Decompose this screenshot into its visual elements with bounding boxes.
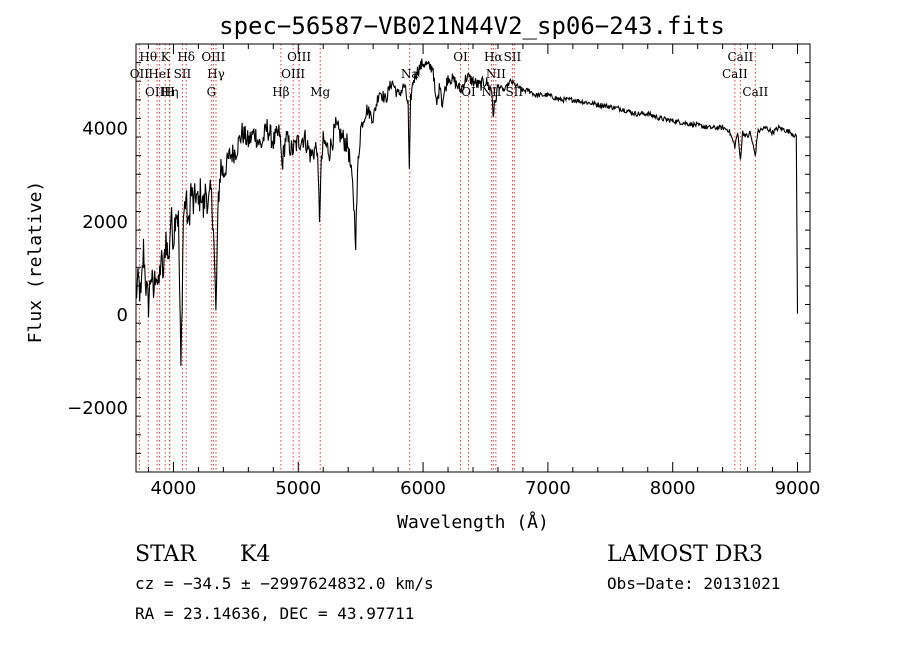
chart-title: spec−56587−VB021N44V2_sp06−243.fits bbox=[219, 12, 725, 40]
emission-line-label: Hβ bbox=[272, 85, 289, 99]
emission-line-label: CaII bbox=[742, 85, 768, 99]
emission-line-label: SII bbox=[504, 50, 522, 64]
emission-line-label: OIII bbox=[281, 67, 305, 81]
x-tick-label: 4000 bbox=[151, 478, 197, 499]
observation-date: Obs−Date: 20131021 bbox=[607, 574, 780, 593]
y-axis-label: Flux (relative) bbox=[25, 181, 46, 344]
object-subclass: K4 bbox=[240, 542, 270, 567]
y-tick-label: −2000 bbox=[67, 398, 128, 419]
emission-line-label: Hα bbox=[484, 50, 503, 64]
emission-line-label: OI bbox=[461, 85, 476, 99]
x-tick-label: 9000 bbox=[775, 478, 821, 499]
emission-line-label: NII bbox=[486, 67, 506, 81]
x-tick-label: 5000 bbox=[275, 478, 321, 499]
axis-ticks: 4000 5000 6000 7000 8000 9000 −2000 0 2000 4000 bbox=[67, 44, 820, 499]
emission-line-markers bbox=[138, 44, 756, 472]
emission-line-labels: OIIHθOIIIHeIKHηHSIIHδGOIIIHγHβOIIIOIIIMg… bbox=[130, 50, 769, 99]
emission-line-label: Hη bbox=[161, 85, 179, 99]
y-tick-label: 4000 bbox=[82, 119, 128, 140]
flux-series-line bbox=[135, 58, 799, 366]
coordinates-info: RA = 23.14636, DEC = 43.97711 bbox=[135, 604, 414, 623]
emission-line-label: H bbox=[164, 85, 174, 99]
emission-line-label: OI bbox=[453, 50, 468, 64]
emission-line-label: OII bbox=[130, 67, 150, 81]
y-tick-label: 2000 bbox=[82, 212, 128, 233]
emission-line-label: Hθ bbox=[139, 50, 157, 64]
object-class: STAR bbox=[135, 542, 197, 567]
x-axis-label: Wavelength (Å) bbox=[397, 511, 549, 533]
emission-line-label: CaII bbox=[722, 67, 748, 81]
emission-line-label: Mg bbox=[310, 85, 330, 99]
emission-line-label: Hδ bbox=[177, 50, 195, 64]
emission-line-label: OIII bbox=[287, 50, 311, 64]
emission-line-label: OIII bbox=[145, 85, 169, 99]
emission-line-label: SII bbox=[174, 67, 192, 81]
emission-line-label: Hγ bbox=[207, 67, 225, 81]
x-tick-label: 8000 bbox=[650, 478, 696, 499]
y-tick-label: 0 bbox=[117, 305, 128, 326]
survey-name: LAMOST DR3 bbox=[607, 542, 763, 567]
x-tick-label: 7000 bbox=[525, 478, 571, 499]
x-tick-label: 6000 bbox=[400, 478, 446, 499]
emission-line-label: OIII bbox=[201, 50, 225, 64]
emission-line-label: G bbox=[207, 85, 217, 99]
emission-line-label: CaII bbox=[727, 50, 753, 64]
emission-line-label: HeI bbox=[148, 67, 171, 81]
emission-line-label: K bbox=[161, 50, 171, 64]
plot-frame bbox=[135, 43, 811, 473]
redshift-info: cz = −34.5 ± −2997624832.0 km/s bbox=[135, 574, 434, 593]
